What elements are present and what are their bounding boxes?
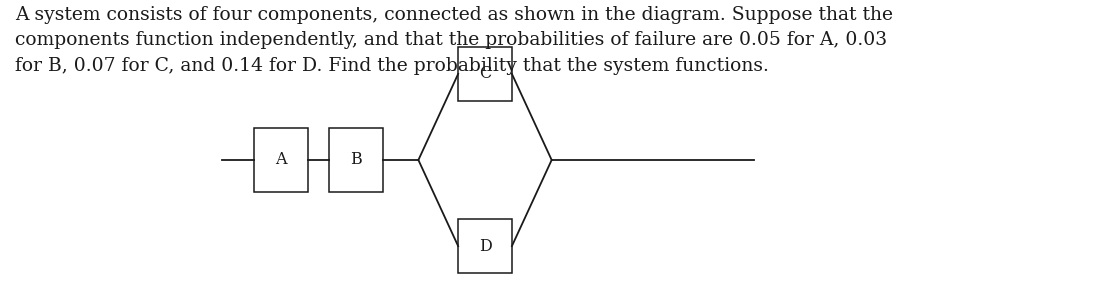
FancyBboxPatch shape [459, 219, 512, 273]
Text: B: B [350, 152, 362, 168]
FancyBboxPatch shape [329, 128, 383, 192]
Text: A: A [275, 152, 287, 168]
Text: C: C [479, 65, 491, 82]
Text: D: D [479, 238, 492, 255]
FancyBboxPatch shape [254, 128, 308, 192]
FancyBboxPatch shape [459, 47, 512, 101]
Text: A system consists of four components, connected as shown in the diagram. Suppose: A system consists of four components, co… [16, 6, 893, 75]
